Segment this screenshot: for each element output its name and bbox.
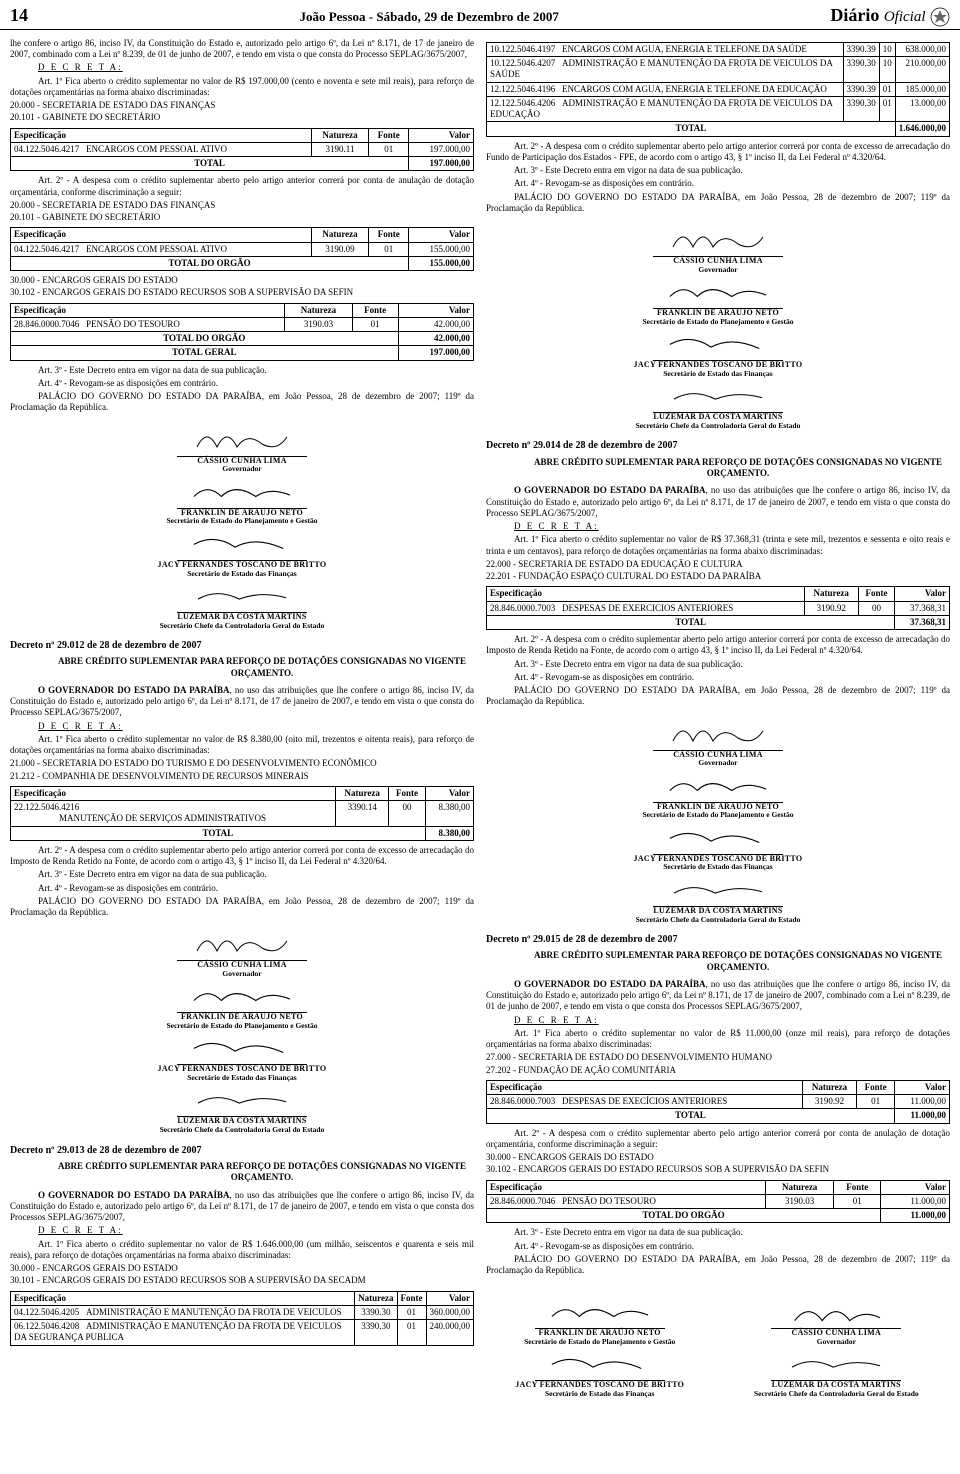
palacio-text: PALÁCIO DO GOVERNO DO ESTADO DA PARAÍBA,… (10, 391, 474, 414)
abre-title: ABRE CRÉDITO SUPLEMENTAR PARA REFORÇO DE… (50, 656, 474, 679)
art1: Art. 1º Fica aberto o crédito suplementa… (10, 734, 474, 757)
decreto-title: Decreto nº 29.015 de 28 de dezembro de 2… (486, 934, 950, 947)
signature-block: CÁSSIO CUNHA LIMAGovernador FRANKLIN DE … (486, 222, 950, 430)
table-row: 28.846.0000.7046 PENSÃO DO TESOURO 3190.… (11, 317, 474, 331)
art3-text: Art. 3º - Este Decreto entra em vigor na… (10, 365, 474, 376)
abre-title: ABRE CRÉDITO SUPLEMENTAR PARA REFORÇO DE… (50, 1161, 474, 1184)
budget-line: 30.102 - ENCARGOS GERAIS DO ESTADO RECUR… (10, 287, 474, 298)
table-row: 06.122.5046.4208 ADMINISTRAÇÃO E MANUTEN… (11, 1320, 474, 1346)
budget-line: 20.000 - SECRETARIA DE ESTADO DAS FINANÇ… (10, 200, 474, 211)
left-column: lhe confere o artigo 86, inciso IV, da C… (10, 38, 474, 1408)
header-date: João Pessoa - Sábado, 29 de Dezembro de … (299, 9, 558, 25)
table-row: 28.846.0000.7003 DESPESAS DE EXECÍCIOS A… (487, 1095, 950, 1109)
signature-block: CÁSSIO CUNHA LIMAGovernador FRANKLIN DE … (486, 716, 950, 924)
spec-table-d13: EspecificaçãoNaturezaFonteValor 04.122.5… (10, 1291, 474, 1346)
decreto-title: Decreto nº 29.014 de 28 de dezembro de 2… (486, 440, 950, 453)
table-row: 22.122.5046.4216 MANUTENÇÃO DE SERVIÇOS … (11, 801, 474, 827)
decreto-title: Decreto nº 29.013 de 28 de dezembro de 2… (10, 1145, 474, 1158)
preamble-text: lhe confere o artigo 86, inciso IV, da C… (10, 38, 474, 61)
gov-text: O GOVERNADOR DO ESTADO DA PARAÍBA, no us… (10, 685, 474, 719)
art4-text: Art. 4º - Revogam-se as disposições em c… (10, 378, 474, 389)
spec-table-top-right: 10.122.5046.4197 ENCARGOS COM AGUA, ENER… (486, 42, 950, 137)
budget-line: 20.101 - GABINETE DO SECRETÁRIO (10, 112, 474, 123)
table-row: 28.846.0000.7046 PENSÃO DO TESOURO3190.0… (487, 1194, 950, 1208)
table-row: 12.122.5046.4206 ADMINISTRAÇÃO E MANUTEN… (487, 96, 950, 122)
art2: Art. 2º - A despesa com o crédito suplem… (10, 845, 474, 868)
art2-text: Art. 2º - A despesa com o crédito suplem… (10, 175, 474, 198)
spec-table-d12: EspecificaçãoNaturezaFonteValor 22.122.5… (10, 786, 474, 841)
signature-block: CÁSSIO CUNHA LIMAGovernador FRANKLIN DE … (10, 926, 474, 1134)
table-row: 10.122.5046.4207 ADMINISTRAÇÃO E MANUTEN… (487, 57, 950, 83)
table-row: 04.122.5046.4205 ADMINISTRAÇÃO E MANUTEN… (11, 1305, 474, 1319)
brand-sub: Oficial (884, 9, 926, 25)
table-row: 12.122.5046.4196 ENCARGOS COM AGUA, ENER… (487, 82, 950, 96)
spec-table-d15a: EspecificaçãoNaturezaFonteValor 28.846.0… (486, 1080, 950, 1124)
spec-table-d15b: EspecificaçãoNaturezaFonteValor 28.846.0… (486, 1180, 950, 1224)
spec-table-2: EspecificaçãoNaturezaFonteValor 04.122.5… (10, 227, 474, 271)
brand-main: Diário (830, 5, 879, 25)
spec-table-d14: EspecificaçãoNaturezaFonteValor 28.846.0… (486, 586, 950, 630)
budget-line: 30.000 - ENCARGOS GERAIS DO ESTADO (10, 275, 474, 286)
spec-table-1: EspecificaçãoNaturezaFonteValor 04.122.5… (10, 128, 474, 172)
table-row: 04.122.5046.4217 ENCARGOS COM PESSOAL AT… (11, 242, 474, 256)
state-seal-icon (930, 7, 950, 27)
table-row: 28.846.0000.7003 DESPESAS DE EXERCICIOS … (487, 601, 950, 615)
signature-block: CÁSSIO CUNHA LIMAGovernador FRANKLIN DE … (10, 422, 474, 630)
decreta-label: D E C R E T A: (38, 62, 123, 72)
spec-table-3: EspecificaçãoNaturezaFonteValor 28.846.0… (10, 303, 474, 361)
page-header: 14 João Pessoa - Sábado, 29 de Dezembro … (0, 0, 960, 30)
decreto-title: Decreto nº 29.012 de 28 de dezembro de 2… (10, 640, 474, 653)
right-column: 10.122.5046.4197 ENCARGOS COM AGUA, ENER… (486, 38, 950, 1408)
table-row: 04.122.5046.4217 ENCARGOS COM PESSOAL AT… (11, 142, 474, 156)
brand: Diário Oficial (830, 4, 950, 27)
budget-line: 20.000 - SECRETARIA DE ESTADO DAS FINANÇ… (10, 100, 474, 111)
budget-line: 20.101 - GABINETE DO SECRETÁRIO (10, 212, 474, 223)
table-row: 10.122.5046.4197 ENCARGOS COM AGUA, ENER… (487, 42, 950, 56)
art1-text: Art. 1º Fica aberto o crédito suplementa… (10, 76, 474, 99)
page-number: 14 (10, 4, 28, 27)
dual-signature-block: FRANKLIN DE ARAÚJO NETOSecretário de Est… (486, 1286, 950, 1408)
